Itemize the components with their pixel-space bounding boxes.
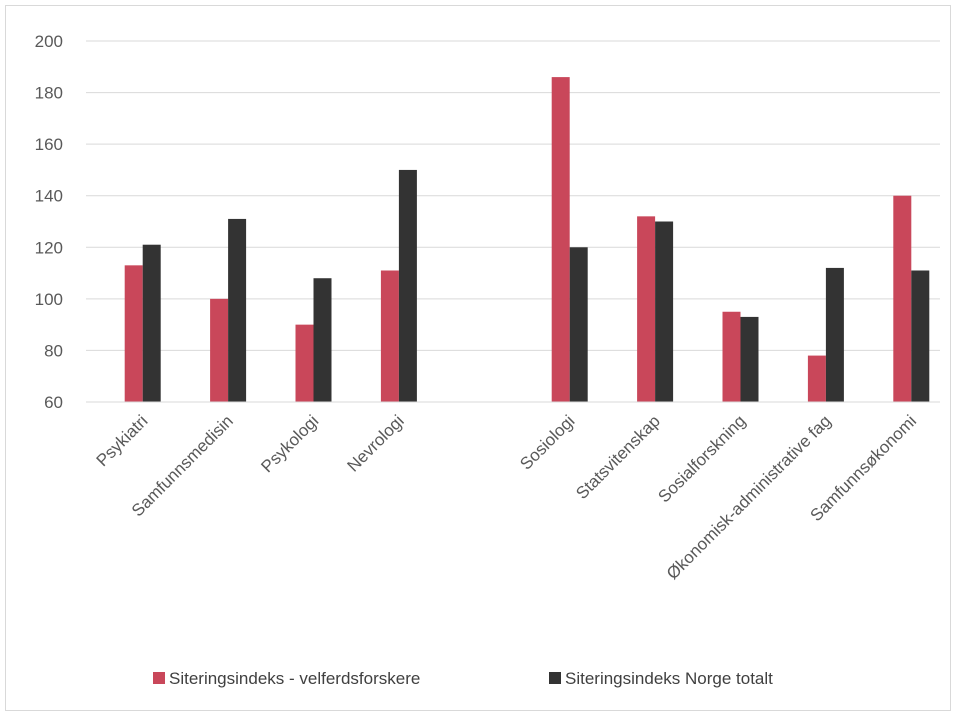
legend-swatch-0 — [153, 672, 165, 684]
bar-velferdsforskere-9 — [893, 195, 912, 402]
x-tick-label: Sosialforskning — [654, 411, 749, 506]
bar-norge-totalt-2 — [313, 278, 332, 402]
x-tick-label: Nevrologi — [344, 411, 408, 475]
x-tick-label: Psykiatri — [93, 411, 152, 470]
bar-velferdsforskere-8 — [807, 355, 826, 402]
bar-velferdsforskere-3 — [380, 270, 399, 402]
x-tick-label: Økonomisk-administrative fag — [663, 411, 835, 583]
y-tick-label: 160 — [35, 135, 63, 154]
bar-velferdsforskere-1 — [210, 298, 229, 402]
bar-norge-totalt-5 — [569, 247, 588, 402]
x-tick-label: Statsvitenskap — [572, 411, 664, 503]
y-tick-label: 80 — [44, 341, 63, 360]
y-tick-label: 140 — [35, 187, 63, 206]
bar-velferdsforskere-7 — [722, 311, 741, 402]
bar-norge-totalt-0 — [142, 244, 161, 402]
bars — [124, 77, 930, 402]
bar-norge-totalt-9 — [911, 270, 930, 402]
x-tick-label: Psykologi — [257, 411, 322, 476]
bar-norge-totalt-8 — [825, 267, 844, 402]
legend-label-0: Siteringsindeks - velferdsforskere — [169, 669, 420, 688]
bar-norge-totalt-1 — [228, 218, 247, 402]
bar-velferdsforskere-6 — [637, 216, 656, 402]
y-axis-tick-labels: 60 80 100 120 140 160 180 200 — [35, 32, 63, 412]
bar-velferdsforskere-2 — [295, 324, 314, 402]
legend-swatch-1 — [549, 672, 561, 684]
bar-norge-totalt-6 — [655, 221, 674, 402]
y-tick-label: 200 — [35, 32, 63, 51]
y-tick-label: 120 — [35, 238, 63, 257]
y-tick-label: 100 — [35, 290, 63, 309]
legend-label-1: Siteringsindeks Norge totalt — [565, 669, 773, 688]
bar-norge-totalt-3 — [398, 169, 417, 402]
y-tick-label: 60 — [44, 393, 63, 412]
bar-norge-totalt-7 — [740, 316, 759, 402]
bar-velferdsforskere-0 — [124, 265, 143, 402]
x-tick-label: Sosiologi — [516, 411, 578, 473]
y-tick-label: 180 — [35, 84, 63, 103]
bar-velferdsforskere-5 — [551, 77, 570, 402]
chart-frame — [5, 5, 951, 711]
legend: Siteringsindeks - velferdsforskere Siteri… — [153, 669, 773, 688]
